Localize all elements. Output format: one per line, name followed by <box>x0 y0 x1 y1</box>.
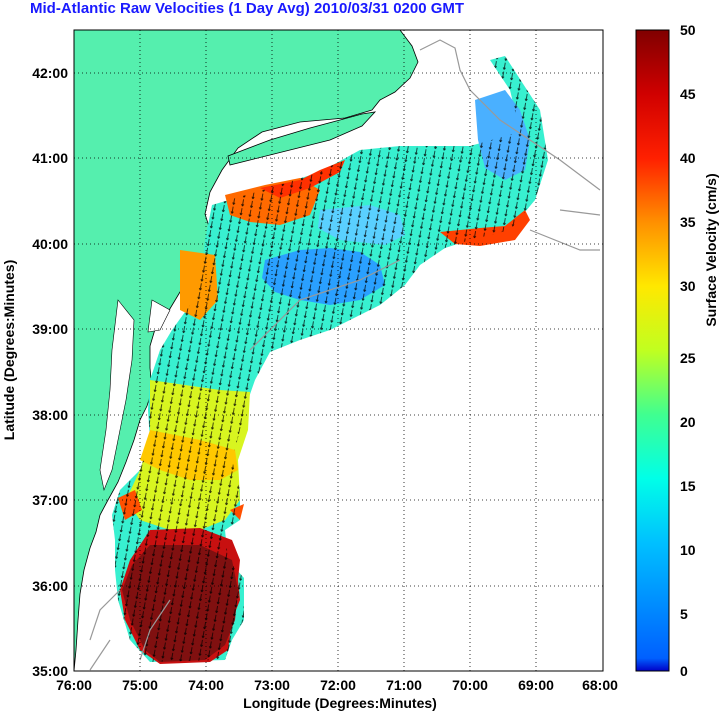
colorbar-tick: 35 <box>680 214 696 230</box>
delaware-bay <box>147 299 171 333</box>
x-tick: 76:00 <box>56 677 92 693</box>
y-tick: 36:00 <box>32 578 68 594</box>
colorbar-tick: 10 <box>680 542 696 558</box>
map-title: Mid-Atlantic Raw Velocities (1 Day Avg) … <box>30 0 465 17</box>
y-tick: 42:00 <box>32 65 68 81</box>
chesapeake-bay <box>99 299 135 492</box>
bathymetry-contours <box>89 39 601 671</box>
y-axis-ticks: 35:00 36:00 37:00 38:00 39:00 40:00 41:0… <box>32 65 68 679</box>
x-tick: 71:00 <box>386 677 422 693</box>
y-tick: 39:00 <box>32 321 68 337</box>
x-tick: 68:00 <box>582 677 618 693</box>
colorbar-tick: 20 <box>680 414 696 430</box>
x-tick: 75:00 <box>122 677 158 693</box>
colorbar-tick: 15 <box>680 478 696 494</box>
x-tick: 73:00 <box>254 677 290 693</box>
map-grid <box>74 30 603 671</box>
colorbar-tick: 5 <box>680 606 688 622</box>
velocity-coverage <box>112 56 548 664</box>
x-tick: 74:00 <box>188 677 224 693</box>
colorbar-tick: 30 <box>680 278 696 294</box>
y-axis-label: Latitude (Degrees:Minutes) <box>1 260 17 440</box>
y-tick: 35:00 <box>32 663 68 679</box>
colorbar-tick: 25 <box>680 350 696 366</box>
colorbar-tick: 40 <box>680 150 696 166</box>
map-plot-area <box>73 29 604 672</box>
x-axis-ticks: 76:00 75:00 74:00 73:00 72:00 71:00 70:0… <box>56 677 618 693</box>
colorbar-tick: 0 <box>680 663 688 679</box>
y-tick: 41:00 <box>32 150 68 166</box>
y-tick: 37:00 <box>32 492 68 508</box>
y-tick: 40:00 <box>32 236 68 252</box>
colorbar: 0 5 10 15 20 25 30 35 40 45 50 <box>635 22 696 679</box>
long-island <box>227 111 377 166</box>
x-axis-label: Longitude (Degrees:Minutes) <box>243 695 437 711</box>
x-tick: 72:00 <box>320 677 356 693</box>
colorbar-label: Surface Velocity (cm/s) <box>703 173 719 326</box>
y-tick: 38:00 <box>32 407 68 423</box>
x-tick: 69:00 <box>518 677 554 693</box>
x-tick: 70:00 <box>452 677 488 693</box>
colorbar-tick: 50 <box>680 22 696 38</box>
colorbar-tick: 45 <box>680 86 696 102</box>
